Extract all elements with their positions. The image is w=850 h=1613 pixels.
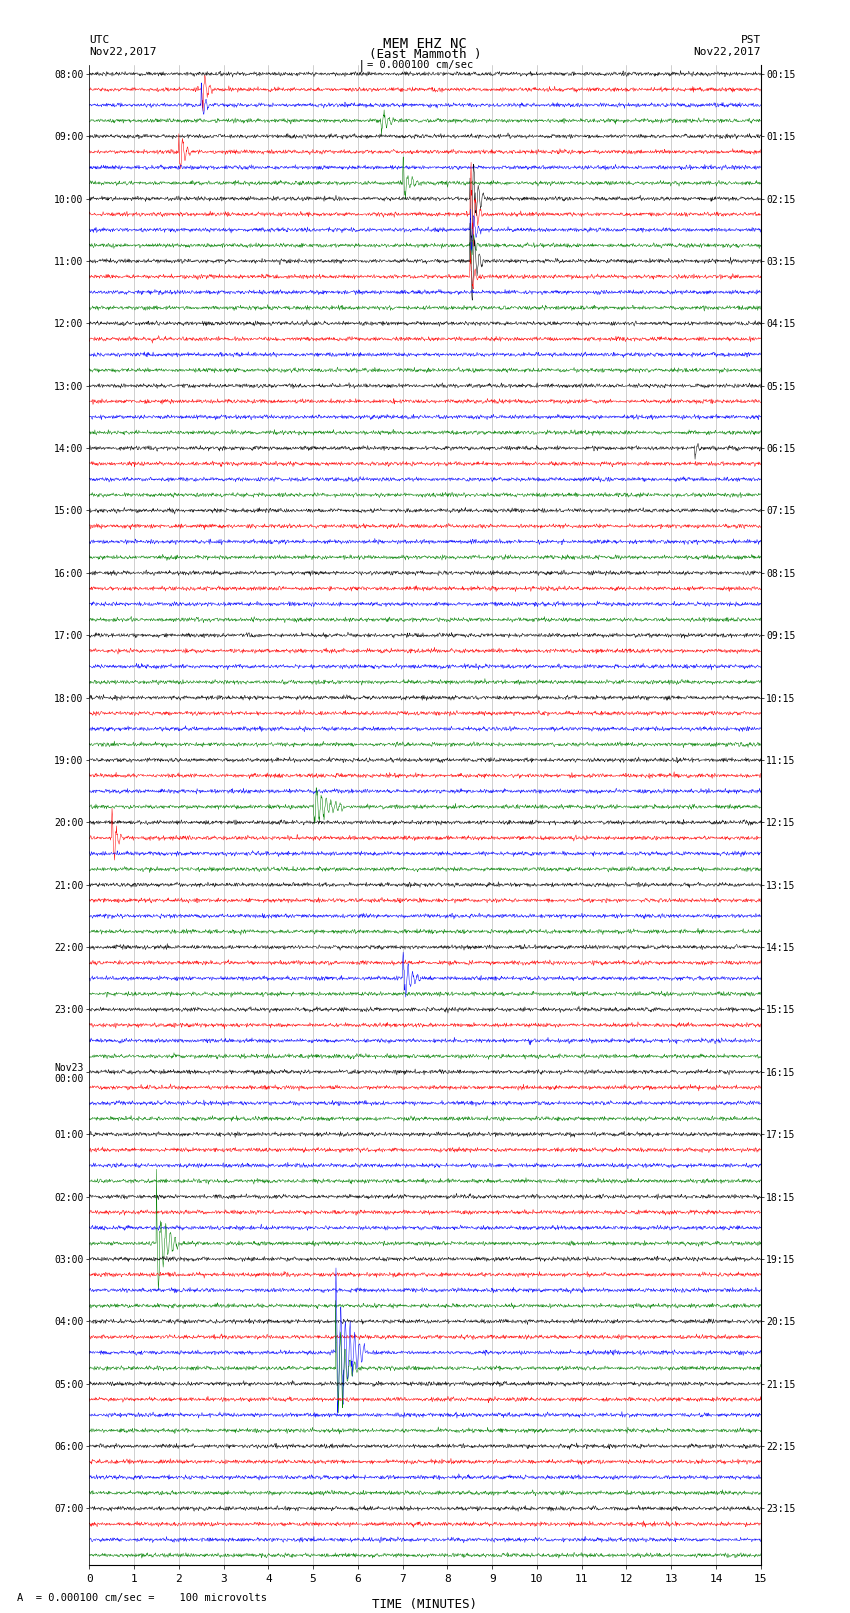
X-axis label: TIME (MINUTES): TIME (MINUTES) [372, 1597, 478, 1611]
Text: A  = 0.000100 cm/sec =    100 microvolts: A = 0.000100 cm/sec = 100 microvolts [17, 1594, 267, 1603]
Text: = 0.000100 cm/sec: = 0.000100 cm/sec [367, 60, 473, 69]
Text: MEM EHZ NC: MEM EHZ NC [383, 37, 467, 52]
Text: UTC: UTC [89, 35, 110, 45]
Text: Nov22,2017: Nov22,2017 [694, 47, 761, 56]
Text: |: | [358, 60, 365, 73]
Text: Nov22,2017: Nov22,2017 [89, 47, 156, 56]
Text: PST: PST [740, 35, 761, 45]
Text: (East Mammoth ): (East Mammoth ) [369, 48, 481, 61]
